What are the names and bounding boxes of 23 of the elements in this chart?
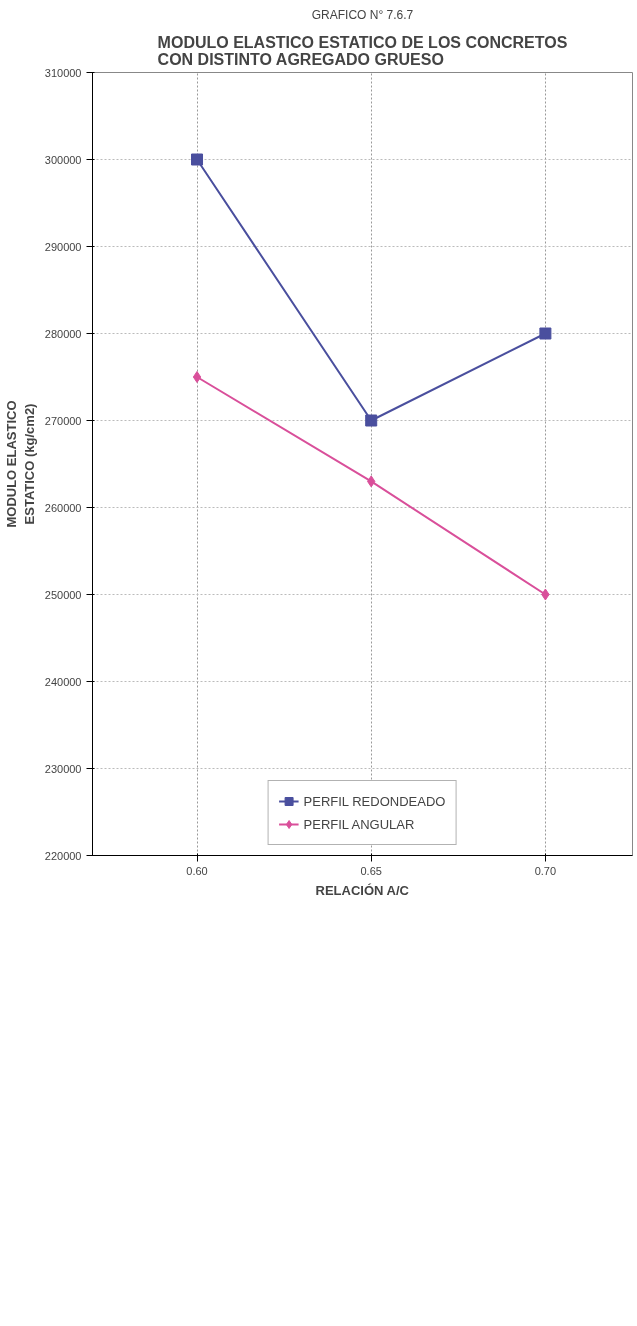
- x-axis-title: RELACIÓN A/C: [315, 882, 410, 898]
- legend-label: PERFIL REDONDEADO: [303, 793, 446, 809]
- y-tick-label: 240000: [44, 675, 82, 688]
- point: [192, 371, 202, 383]
- x-tick-label: 0.70: [534, 864, 557, 877]
- y-tick-label: 260000: [44, 501, 82, 514]
- y-tick-label: 220000: [44, 849, 82, 862]
- chart-title: MODULO ELASTICO ESTATICO DE LOS CONCRETOS CON DISTINTO AGREGADO GRUESO: [157, 33, 568, 68]
- x-tick-label: 0.60: [186, 864, 208, 877]
- point: [365, 414, 378, 427]
- legend-label: PERFIL ANGULAR: [303, 816, 415, 832]
- y-tick-label: 270000: [44, 414, 82, 427]
- x-tick-label: 0.65: [360, 864, 382, 877]
- chart-subtitle: GRAFICO N° 7.6.7: [311, 7, 414, 22]
- y-axis-title: MODULO ELASTICO ESTATICO (kg/cm2): [3, 400, 37, 528]
- y-tick-label: 250000: [44, 588, 82, 601]
- y-tick-label: 310000: [44, 66, 82, 79]
- y-tick-label: 230000: [44, 762, 82, 775]
- point: [539, 327, 552, 340]
- y-tick-label: 280000: [44, 327, 82, 340]
- y-tick-label: 290000: [44, 240, 82, 253]
- point: [191, 153, 204, 166]
- y-tick-label: 300000: [44, 153, 82, 166]
